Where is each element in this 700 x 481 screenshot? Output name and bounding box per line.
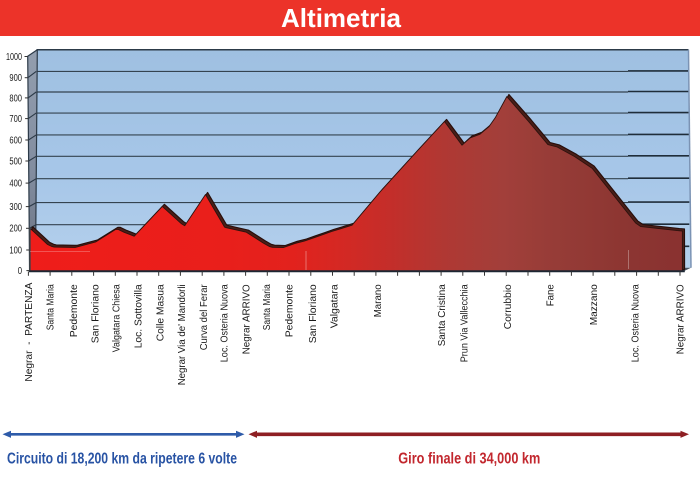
svg-text:0: 0 xyxy=(18,266,23,277)
svg-text:Fane: Fane xyxy=(545,284,556,306)
svg-text:San Floriano: San Floriano xyxy=(90,284,101,343)
svg-text:Negrar - PARTENZA: Negrar - PARTENZA xyxy=(24,282,35,381)
svg-text:Mazzano: Mazzano xyxy=(589,284,600,325)
svg-text:Pedemonte: Pedemonte xyxy=(284,284,295,337)
svg-text:300: 300 xyxy=(9,202,22,213)
svg-text:900: 900 xyxy=(9,73,22,84)
svg-text:1000: 1000 xyxy=(6,52,22,63)
svg-text:Giro finale di 34,000 km: Giro finale di 34,000 km xyxy=(398,451,540,468)
svg-text:Marano: Marano xyxy=(373,284,384,317)
svg-text:500: 500 xyxy=(9,156,22,167)
svg-text:Loc. Sottovilla: Loc. Sottovilla xyxy=(133,284,144,348)
svg-text:Santa Maria: Santa Maria xyxy=(46,284,57,330)
svg-text:Negrar ARRIVO: Negrar ARRIVO xyxy=(675,284,686,354)
svg-text:Valgatara: Valgatara xyxy=(329,284,340,328)
svg-text:Santa Cristina: Santa Cristina xyxy=(437,284,448,346)
svg-text:400: 400 xyxy=(9,179,22,190)
svg-text:Santa Maria: Santa Maria xyxy=(262,284,273,330)
svg-text:Loc. Osteria Nuova: Loc. Osteria Nuova xyxy=(630,284,641,362)
svg-text:800: 800 xyxy=(9,93,22,104)
svg-text:Prun Via Vallecchia: Prun Via Vallecchia xyxy=(459,284,470,362)
svg-text:Negrar Via de' Mandorli: Negrar Via de' Mandorli xyxy=(177,284,188,385)
svg-text:Loc. Osteria Nuova: Loc. Osteria Nuova xyxy=(219,284,230,362)
svg-text:Pedemonte: Pedemonte xyxy=(69,284,80,337)
svg-text:700: 700 xyxy=(9,114,22,125)
svg-text:San Floriano: San Floriano xyxy=(308,284,319,343)
svg-text:600: 600 xyxy=(9,135,22,146)
svg-text:Circuito di 18,200 km da ripet: Circuito di 18,200 km da ripetere 6 volt… xyxy=(7,451,237,468)
svg-text:Negrar ARRIVO: Negrar ARRIVO xyxy=(241,284,252,354)
svg-text:Corrubbio: Corrubbio xyxy=(503,284,514,329)
svg-text:Curva del Ferar: Curva del Ferar xyxy=(199,284,210,351)
svg-text:200: 200 xyxy=(9,224,22,235)
svg-text:Colle Masua: Colle Masua xyxy=(156,284,167,341)
svg-text:Valgatara Chiesa: Valgatara Chiesa xyxy=(112,284,123,352)
svg-text:100: 100 xyxy=(9,245,22,256)
